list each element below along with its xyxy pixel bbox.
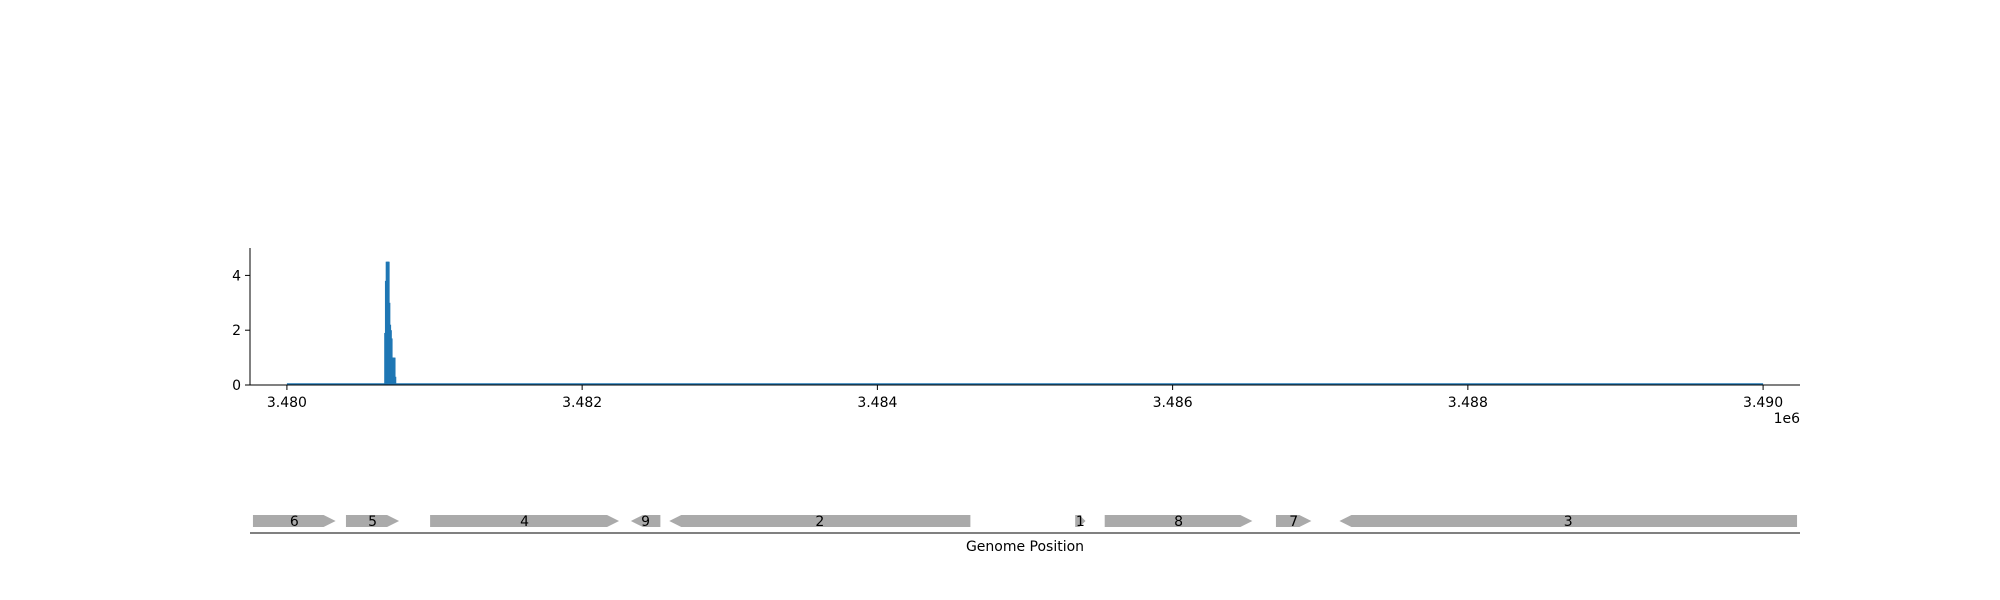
coverage-bar: [393, 376, 397, 385]
x-axis: 3.480 3.482 3.484 3.486 3.488 3.490: [250, 384, 1800, 411]
coverage-plot: [286, 261, 1764, 386]
gene-label: 7: [1289, 514, 1298, 530]
x-tick-label: 3.488: [1448, 395, 1488, 411]
y-axis: 0 2 4: [232, 248, 251, 394]
gene-arrow: [1104, 515, 1253, 527]
gene-arrow: [669, 515, 971, 527]
y-tick-label: 4: [232, 268, 241, 284]
x-tick-label: 3.480: [267, 395, 307, 411]
gene-label: 4: [520, 514, 529, 530]
x-tick-label: 3.486: [1153, 395, 1193, 411]
x-axis-title: Genome Position: [966, 539, 1084, 555]
gene-arrow: [630, 515, 661, 527]
gene-label: 8: [1174, 514, 1183, 530]
gene-arrow: [430, 515, 620, 527]
gene-track: 6 5 4 9 2 1 8 7 3: [250, 514, 1800, 534]
gene-arrow: [345, 515, 400, 527]
x-tick-label: 3.482: [562, 395, 602, 411]
gene-arrow: [1075, 515, 1086, 527]
x-tick-label: 3.490: [1743, 395, 1783, 411]
gene-label: 3: [1564, 514, 1573, 530]
gene-arrow: [1275, 515, 1312, 527]
gene-label: 6: [290, 514, 299, 530]
gene-label: 5: [368, 514, 377, 530]
gene-label: 2: [815, 514, 824, 530]
gene-label: 1: [1076, 514, 1085, 530]
gene-arrow: [1339, 515, 1798, 527]
gene-label: 9: [641, 514, 650, 530]
coverage-bar: [392, 357, 396, 385]
x-tick-label: 3.484: [857, 395, 897, 411]
y-tick-label: 2: [232, 323, 241, 339]
gene-arrow: [252, 515, 336, 527]
x-axis-offset-label: 1e6: [1774, 411, 1801, 427]
y-tick-label: 0: [232, 378, 241, 394]
